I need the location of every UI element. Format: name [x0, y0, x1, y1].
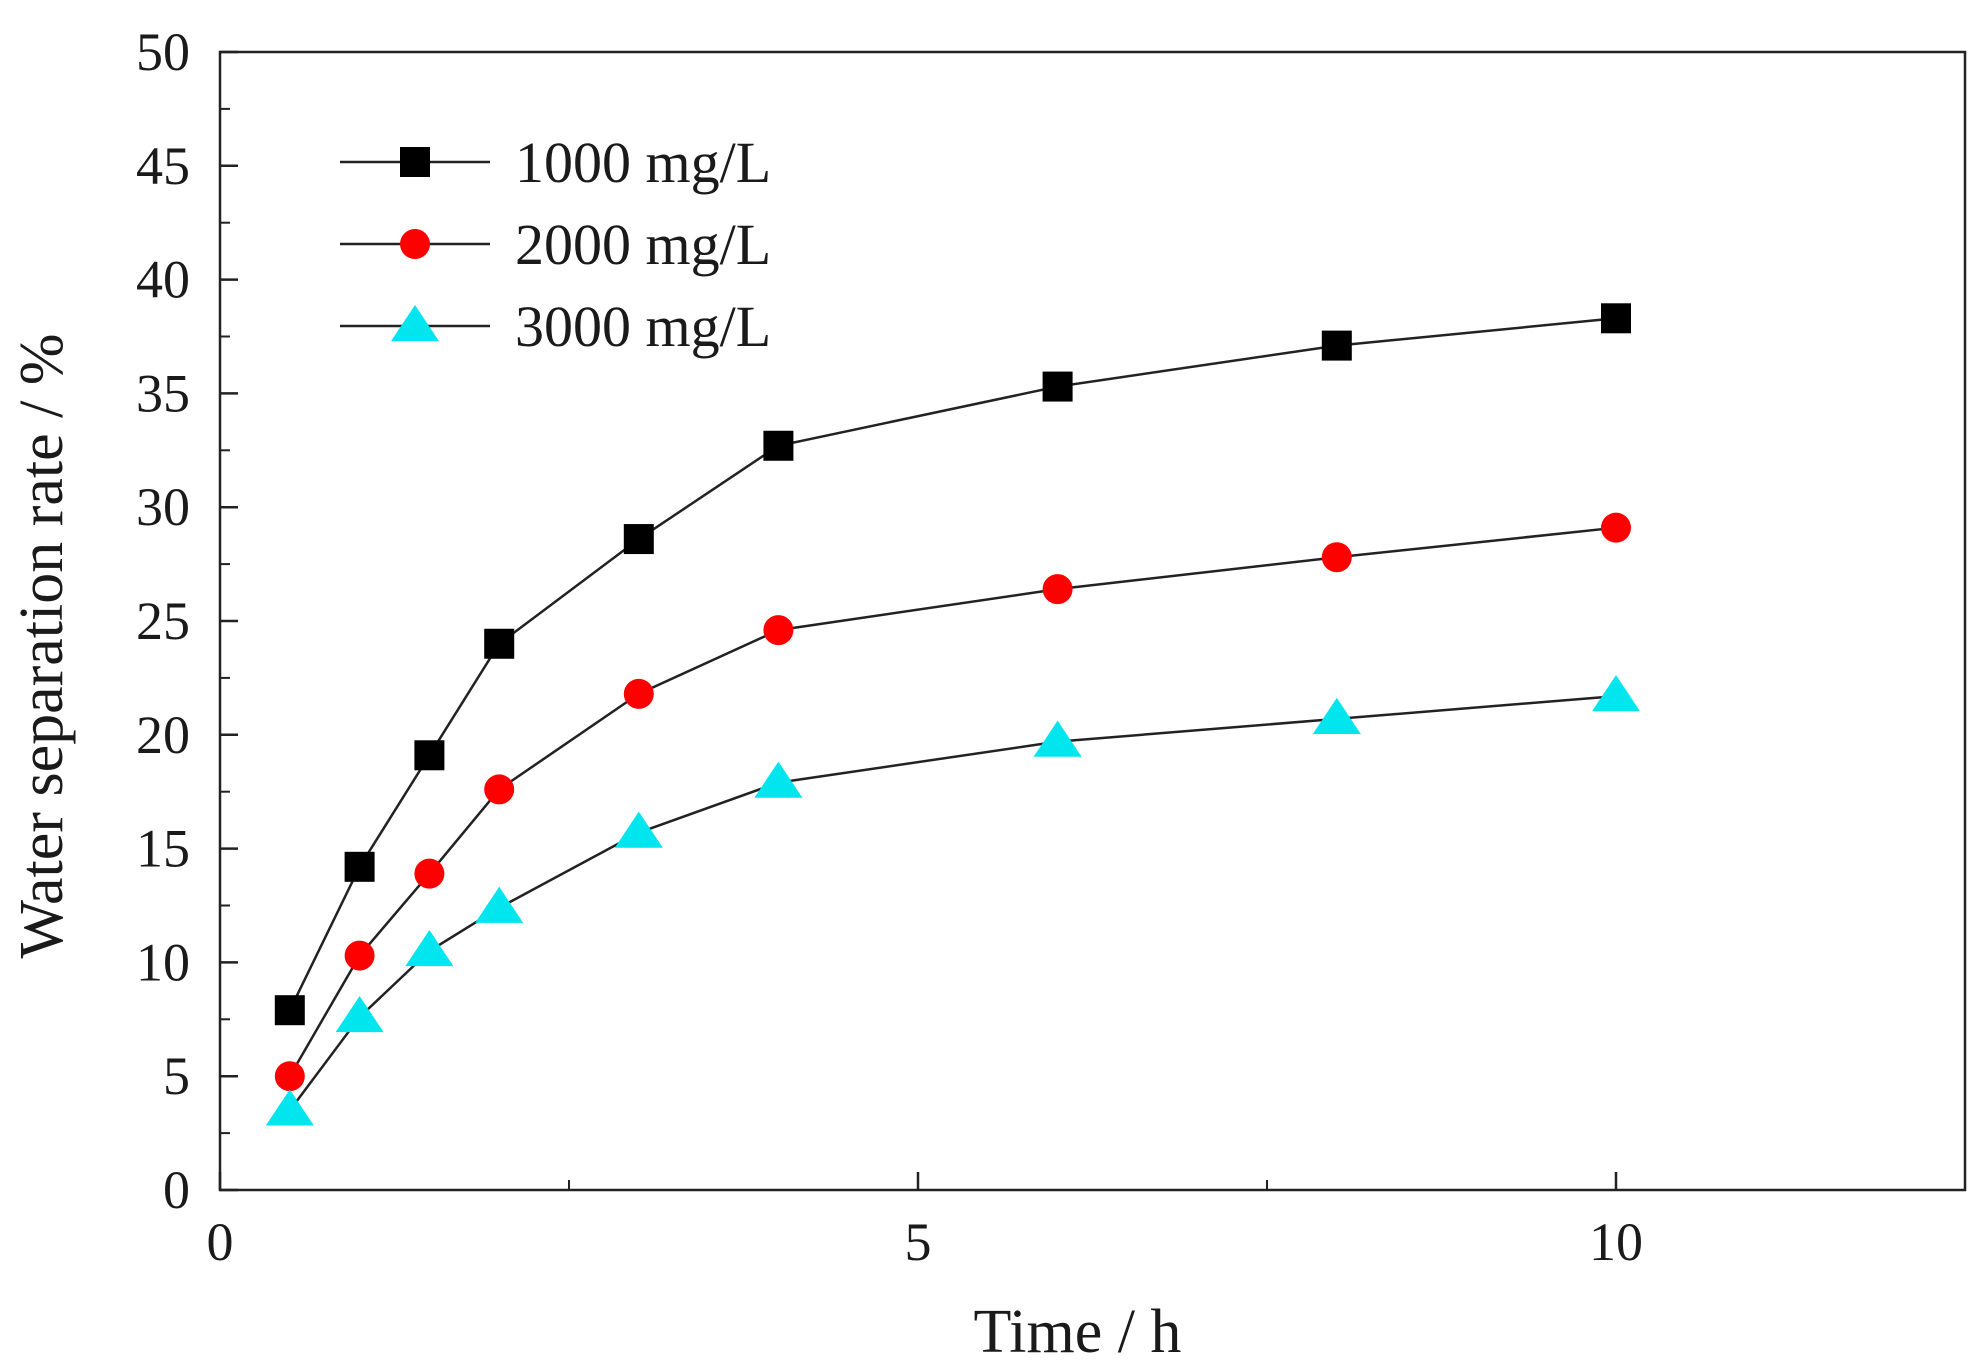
legend-marker — [400, 147, 430, 177]
series-group — [265, 303, 1640, 1126]
legend-item: 3000 mg/L — [340, 294, 771, 359]
legend-marker — [391, 305, 439, 342]
data-point — [1033, 720, 1082, 757]
y-tick-label: 5 — [163, 1046, 190, 1106]
x-axis-title: Time / h — [974, 1298, 1182, 1365]
data-point — [754, 761, 803, 798]
legend-item: 2000 mg/L — [340, 212, 771, 277]
legend-marker — [400, 229, 430, 259]
series-2 — [274, 512, 1631, 1092]
data-point — [484, 774, 515, 805]
x-tick-label: 0 — [207, 1212, 234, 1272]
data-point — [623, 678, 654, 709]
data-point — [274, 995, 305, 1026]
y-tick-label: 40 — [136, 250, 190, 310]
y-tick-label: 45 — [136, 136, 190, 196]
data-point — [1312, 697, 1361, 734]
data-point — [414, 740, 445, 771]
data-point — [265, 1089, 314, 1126]
data-point — [1321, 330, 1352, 361]
x-tick-label: 10 — [1589, 1212, 1643, 1272]
series-1 — [274, 303, 1631, 1026]
y-axis-title: Water separation rate / % — [8, 333, 76, 958]
axis-ticks: 0 5 10 15 20 25 30 35 40 45 50 0 5 10 — [136, 22, 1643, 1272]
data-point — [405, 930, 454, 967]
legend-label: 3000 mg/L — [515, 294, 771, 359]
y-tick-label: 25 — [136, 591, 190, 651]
legend: 1000 mg/L 2000 mg/L 3000 mg/L — [340, 130, 771, 359]
y-tick-label: 30 — [136, 477, 190, 537]
y-tick-label: 35 — [136, 363, 190, 423]
plot-frame — [218, 50, 1967, 1192]
legend-item: 1000 mg/L — [340, 130, 771, 195]
x-tick-label: 5 — [905, 1212, 932, 1272]
data-point — [1601, 303, 1631, 334]
data-point — [344, 940, 375, 971]
y-tick-label: 50 — [136, 22, 190, 82]
data-point — [344, 851, 375, 882]
plot-area-border — [218, 50, 1967, 1192]
y-tick-label: 0 — [163, 1160, 190, 1220]
data-point — [1042, 371, 1073, 402]
legend-label: 1000 mg/L — [515, 130, 771, 195]
data-point — [1592, 675, 1640, 712]
data-point — [763, 430, 794, 461]
data-point — [1601, 512, 1631, 543]
data-point — [484, 628, 515, 659]
data-point — [475, 886, 524, 923]
data-point — [274, 1061, 305, 1092]
y-tick-label: 15 — [136, 819, 190, 879]
data-point — [763, 615, 794, 646]
series-3 — [265, 675, 1640, 1126]
y-tick-label: 20 — [136, 705, 190, 765]
data-point — [414, 858, 445, 889]
data-point — [335, 996, 384, 1033]
data-point — [614, 811, 663, 848]
legend-label: 2000 mg/L — [515, 212, 771, 277]
data-point — [1042, 574, 1073, 605]
data-point — [1321, 542, 1352, 573]
data-point — [623, 524, 654, 555]
y-tick-label: 10 — [136, 932, 190, 992]
series-line — [288, 526, 1617, 1077]
